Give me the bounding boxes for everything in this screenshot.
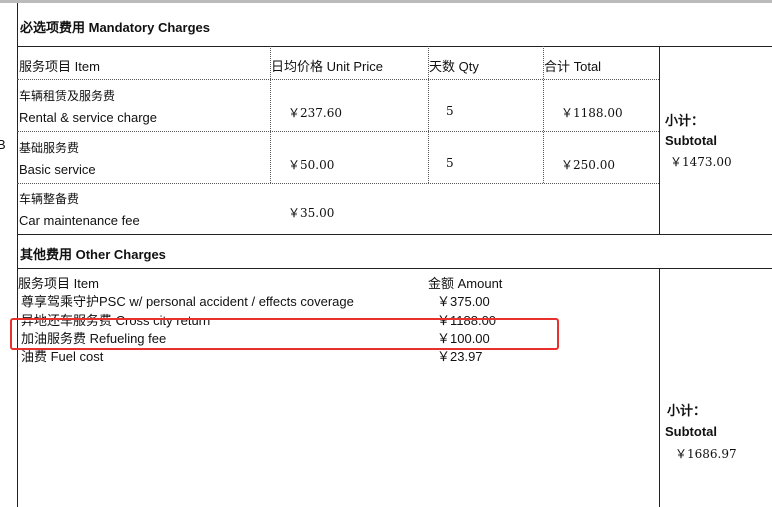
item-cn: 车辆租赁及服务费 <box>19 89 116 103</box>
divider <box>428 46 429 183</box>
subtotal-value: ￥1473.00 <box>670 155 732 169</box>
other-amount: ￥100.00 <box>437 331 490 346</box>
item-cn: 车辆整备费 <box>19 192 80 206</box>
other-amount: ￥375.00 <box>437 294 490 309</box>
unit-price: ￥50.00 <box>288 158 335 172</box>
header-qty: 天数 Qty <box>429 59 479 74</box>
divider <box>543 46 544 183</box>
divider <box>659 46 660 234</box>
item-en: Basic service <box>19 162 96 177</box>
other-item: 加油服务费 Refueling fee <box>21 331 167 346</box>
item-cn: 基础服务费 <box>19 141 80 155</box>
subtotal-cn: 小计： <box>665 113 705 128</box>
divider <box>17 79 659 80</box>
divider <box>17 234 772 235</box>
unit-price: ￥237.60 <box>288 106 342 120</box>
highlight-box <box>10 318 559 350</box>
qty: 5 <box>446 156 454 170</box>
divider <box>270 46 271 183</box>
header-item: 服务项目 Item <box>18 276 99 291</box>
mandatory-title: 必选项费用 Mandatory Charges <box>20 20 210 35</box>
divider <box>17 183 659 184</box>
other-item: 油费 Fuel cost <box>21 349 104 364</box>
subtotal-en: Subtotal <box>665 424 717 439</box>
item-en: Rental & service charge <box>19 110 158 125</box>
other-amount: ￥1188.00 <box>437 313 497 328</box>
header-amount: 金额 Amount <box>428 276 503 291</box>
divider <box>17 46 772 47</box>
top-border <box>0 0 772 3</box>
total: ￥1188.00 <box>561 106 623 120</box>
side-fragment: B <box>0 137 6 152</box>
other-item: 尊享驾乘守护PSC w/ personal accident / effects… <box>21 294 354 309</box>
subtotal-cn: 小计： <box>667 403 707 418</box>
header-unit-price: 日均价格 Unit Price <box>271 59 383 74</box>
subtotal-en: Subtotal <box>665 133 717 148</box>
divider <box>17 268 772 269</box>
divider <box>17 131 659 132</box>
total: ￥250.00 <box>561 158 615 172</box>
other-item: 异地还车服务费 Cross city return <box>21 313 211 328</box>
other-title: 其他费用 Other Charges <box>20 247 166 262</box>
subtotal-value: ￥1686.97 <box>675 447 737 461</box>
qty: 5 <box>446 104 454 118</box>
header-total: 合计 Total <box>544 59 602 74</box>
table-border <box>17 3 18 507</box>
unit-price: ￥35.00 <box>288 206 335 220</box>
item-en: Car maintenance fee <box>19 213 140 228</box>
header-item: 服务项目 Item <box>19 59 100 74</box>
divider <box>659 268 660 507</box>
other-amount: ￥23.97 <box>437 349 483 364</box>
